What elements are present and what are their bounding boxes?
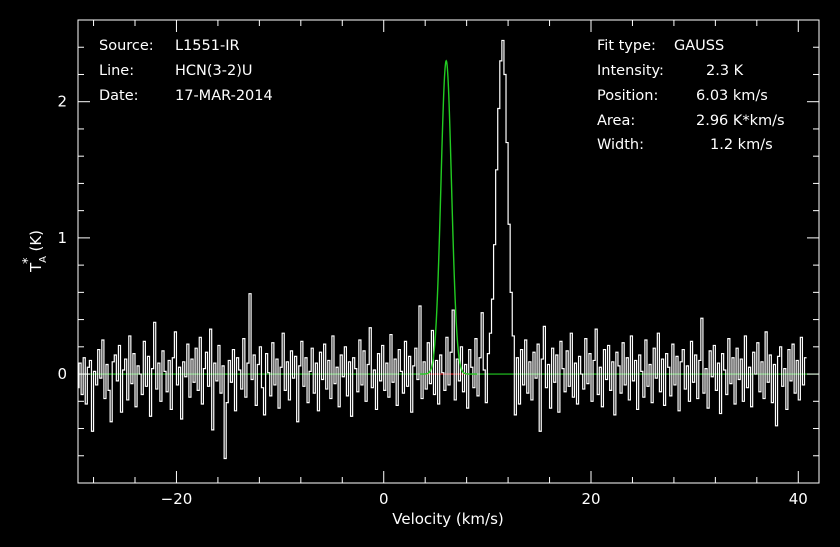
line-value: HCN(3-2)U [175, 63, 252, 79]
x-tick-label: 0 [379, 490, 389, 508]
source-info: Source: L1551-IR Line: HCN(3-2)U Date: 1… [99, 38, 273, 104]
plot-frame [77, 19, 820, 484]
position-label: Position: [597, 88, 658, 104]
y-axis-title-sup: * [21, 257, 36, 264]
intensity-value: 2.3 K [706, 63, 744, 79]
y-tick-label: 2 [57, 93, 67, 111]
x-axis-title: Velocity (km/s) [392, 510, 503, 528]
fit-type-label: Fit type: [597, 38, 656, 54]
source-label: Source: [99, 38, 154, 54]
date-label: Date: [99, 88, 139, 104]
y-axis-title-sub: A [38, 256, 49, 263]
x-tick-label: −20 [161, 490, 193, 508]
x-tick-label: 40 [789, 490, 808, 508]
area-value: 2.96 K*km/s [696, 113, 785, 129]
x-tick-label: 20 [581, 490, 600, 508]
position-value: 6.03 km/s [696, 88, 768, 104]
y-axis-title-unit: (K) [27, 230, 45, 252]
svg-text:TA*(K): TA* (K) [21, 230, 49, 273]
fit-info: Fit type: GAUSS Intensity: 2.3 K Positio… [597, 38, 785, 153]
intensity-label: Intensity: [597, 63, 664, 79]
fit-type-value: GAUSS [674, 38, 724, 54]
y-axis-title-main: T [27, 262, 45, 273]
y-tick-label: 1 [57, 229, 67, 247]
spectrum-line [78, 39, 807, 460]
date-value: 17-MAR-2014 [175, 88, 273, 104]
width-label: Width: [597, 137, 644, 153]
y-tick-label: 0 [57, 365, 67, 383]
area-label: Area: [597, 113, 635, 129]
width-value: 1.2 km/s [710, 137, 773, 153]
source-value: L1551-IR [175, 38, 240, 54]
line-label: Line: [99, 63, 134, 79]
y-axis-title: TA* (K) [21, 230, 49, 273]
gaussian-fit-line [420, 59, 477, 375]
